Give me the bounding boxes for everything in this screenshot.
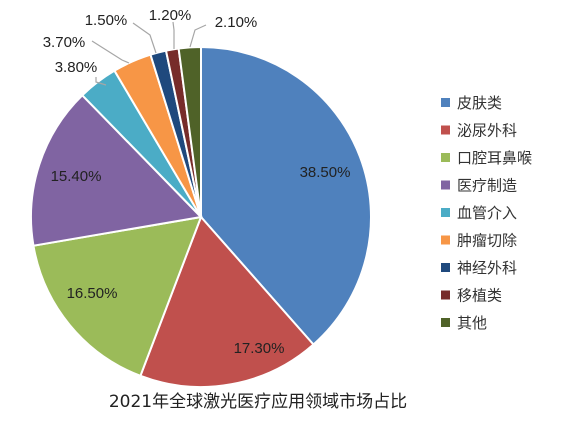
- leader-line-7: [132, 22, 157, 54]
- pie-slice-1: [200, 45, 372, 346]
- legend-label-4: 医疗制造: [457, 177, 517, 195]
- legend-label-8: 移植类: [457, 287, 502, 305]
- legend-label-5: 血管介入: [457, 204, 517, 222]
- legend-label-9: 其他: [457, 314, 487, 332]
- leader-line-5: [95, 77, 107, 86]
- pie-slice-2: [139, 215, 315, 389]
- legend-swatch-7: [441, 263, 450, 272]
- data-label-2: 17.30%: [234, 340, 285, 357]
- legend-swatch-1: [441, 98, 450, 107]
- legend-label-1: 皮肤类: [457, 94, 502, 112]
- legend-swatch-8: [441, 290, 450, 300]
- data-label-5: 3.80%: [55, 59, 98, 76]
- pie-slice-4: [30, 93, 204, 247]
- legend-swatch-3: [441, 153, 450, 162]
- legend-label-3: 口腔耳鼻喉: [457, 149, 532, 167]
- legend-swatch-5: [441, 208, 450, 217]
- data-label-1: 38.50%: [300, 164, 351, 181]
- data-label-6: 3.70%: [43, 34, 86, 51]
- legend-swatch-9: [441, 318, 450, 327]
- legend-swatch-2: [441, 125, 450, 135]
- legend-swatch-4: [441, 180, 450, 190]
- leader-line-8: [172, 21, 175, 49]
- chart-title: 2021年全球激光医疗应用领域市场占比: [109, 392, 407, 412]
- data-label-4: 15.40%: [51, 168, 102, 185]
- leader-line-6: [91, 40, 130, 64]
- pie-slices: [30, 45, 372, 389]
- legend-swatch-6: [441, 235, 450, 245]
- legend-label-7: 神经外科: [457, 259, 517, 277]
- data-label-3: 16.50%: [67, 285, 118, 302]
- pie-slice-9: [177, 45, 202, 218]
- leader-lines: [91, 21, 207, 86]
- pie-slice-3: [32, 215, 203, 378]
- legend-label-6: 肿瘤切除: [457, 232, 517, 250]
- legend-label-2: 泌尿外科: [457, 122, 517, 140]
- data-labels: 38.50% 17.30% 16.50% 15.40% 3.80% 3.70% 1.50% 1…: [43, 7, 351, 357]
- data-label-7: 1.50%: [85, 12, 128, 29]
- leader-line-9: [189, 24, 207, 48]
- data-label-9: 2.10%: [215, 14, 258, 31]
- data-label-8: 1.20%: [149, 7, 192, 24]
